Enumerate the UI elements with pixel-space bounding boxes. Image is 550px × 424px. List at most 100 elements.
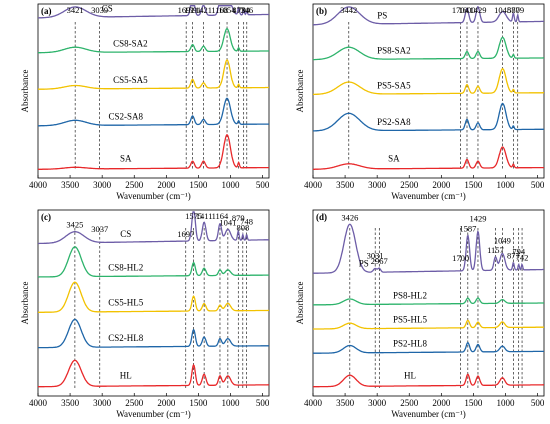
x-tick-label: 3000 (93, 180, 112, 190)
x-tick-label: 4000 (29, 180, 48, 190)
series-line-SA (313, 146, 544, 170)
peak-label: 809 (511, 5, 524, 15)
series-label: SA (120, 153, 132, 163)
peak-label: 1587 (459, 223, 476, 233)
plot-frame (37, 209, 270, 397)
panel-2: 4000 3500 3000 2500 2000 1500 1000 500 Wavenumbe… (20, 209, 270, 419)
series-line-HL (313, 373, 544, 388)
peak-label: 1164 (212, 211, 229, 221)
panel-3: 4000 3500 3000 2500 2000 1500 1000 500 Wavenumbe… (295, 209, 545, 419)
panel-label: (c) (41, 212, 51, 222)
series-line-CS (38, 211, 269, 245)
x-tick-label: 2000 (157, 180, 176, 190)
series-label: PS (359, 259, 369, 269)
peak-label: 1411 (196, 211, 213, 221)
peak-label: 879 (232, 213, 245, 223)
series-label: CS2-HL8 (108, 333, 144, 343)
peak-label: 877 (507, 5, 520, 15)
panel-0: 4000 3500 3000 2500 2000 1500 1000 500 Wavenumbe… (20, 3, 270, 201)
x-tick-label: 1500 (189, 398, 208, 408)
panel-label: (a) (41, 6, 52, 16)
peak-label: 1049 (494, 235, 511, 245)
peak-label: 1691 (178, 5, 195, 15)
series-label: PS2-HL8 (393, 339, 428, 349)
x-tick-label: 4000 (304, 180, 323, 190)
peak-label: 2967 (371, 256, 388, 266)
peak-label: 1429 (469, 214, 486, 224)
series-line-CS8-SA2 (38, 28, 269, 54)
x-tick-label: 500 (256, 398, 270, 408)
peak-label: 3421 (67, 5, 84, 15)
peak-label: 1041 (219, 217, 236, 227)
series-label: CS8-SA2 (113, 39, 148, 49)
x-tick-label: 2000 (157, 398, 176, 408)
series-label: PS5-SA5 (377, 80, 411, 90)
peak-label: 3039 (91, 5, 108, 15)
peak-label: 742 (516, 252, 529, 262)
series-line-PS (313, 5, 544, 26)
series-label: HL (404, 370, 416, 380)
series-label: CS5-SA5 (113, 75, 148, 85)
series-label: PS8-SA2 (377, 45, 411, 55)
series-line-PS2-SA8 (313, 102, 544, 132)
peak-label: 877 (507, 251, 520, 261)
x-tick-label: 2500 (125, 180, 144, 190)
series-line-HL (38, 359, 269, 388)
x-tick-label: 500 (531, 180, 545, 190)
x-tick-label: 1500 (189, 180, 208, 190)
series-label: CS5-HL5 (108, 298, 144, 308)
x-tick-label: 2000 (432, 180, 451, 190)
peak-label: 1054 (219, 5, 237, 15)
peak-label: 794 (512, 246, 526, 256)
x-axis-label: Wavenumber (cm⁻¹) (116, 191, 190, 201)
peak-label: 3426 (341, 212, 358, 222)
peak-label: 1429 (469, 5, 486, 15)
x-axis-label: Wavenumber (cm⁻¹) (116, 409, 190, 419)
series-line-PS5-HL5 (313, 319, 544, 330)
series-label: CS (102, 4, 113, 14)
x-tick-label: 3000 (93, 398, 112, 408)
series-label: PS8-HL2 (393, 290, 427, 300)
x-axis-label: Wavenumber (cm⁻¹) (391, 409, 465, 419)
plot-frame (37, 3, 270, 179)
series-line-CS2-SA8 (38, 97, 269, 127)
series-line-PS8-SA2 (313, 36, 544, 61)
peak-label: 3442 (340, 5, 357, 15)
series-label: CS8-HL2 (108, 262, 143, 272)
x-tick-label: 3000 (368, 398, 387, 408)
x-tick-label: 2500 (125, 398, 144, 408)
series-line-CS2-HL8 (38, 318, 269, 349)
peak-label: 3031 (367, 250, 384, 260)
plot-frame (312, 3, 545, 179)
peak-label: 3425 (66, 220, 83, 230)
peak-label: 1575 (185, 211, 202, 221)
peak-label: 873 (232, 5, 245, 15)
series-label: HL (120, 370, 132, 380)
y-axis-label: Absorbance (295, 70, 305, 113)
peak-label: 748 (240, 217, 253, 227)
x-tick-label: 2000 (432, 398, 451, 408)
series-line-PS8-HL2 (313, 297, 544, 306)
x-tick-label: 1500 (464, 398, 483, 408)
panel-1: 4000 3500 3000 2500 2000 1500 1000 500 Wavenumbe… (295, 3, 545, 201)
x-tick-label: 3000 (368, 180, 387, 190)
x-tick-label: 1000 (497, 398, 516, 408)
x-tick-label: 500 (256, 180, 270, 190)
x-tick-label: 2500 (400, 398, 419, 408)
series-line-CS8-HL2 (38, 246, 269, 278)
peak-label: 3037 (91, 224, 108, 234)
peak-label: 746 (240, 5, 253, 15)
series-line-CS5-SA5 (38, 59, 269, 90)
peak-label: 1157 (487, 245, 504, 255)
x-tick-label: 1000 (222, 180, 241, 190)
series-label: PS (377, 11, 387, 21)
peak-label: 1697 (177, 229, 194, 239)
series-label: CS2-SA8 (109, 112, 144, 122)
series-label: PS2-SA8 (377, 117, 411, 127)
peak-label: 1704 (452, 5, 470, 15)
peak-label: 1591 (184, 5, 201, 15)
y-axis-label: Absorbance (20, 282, 30, 325)
peak-label: 1600 (459, 5, 476, 15)
x-tick-label: 3500 (61, 398, 80, 408)
